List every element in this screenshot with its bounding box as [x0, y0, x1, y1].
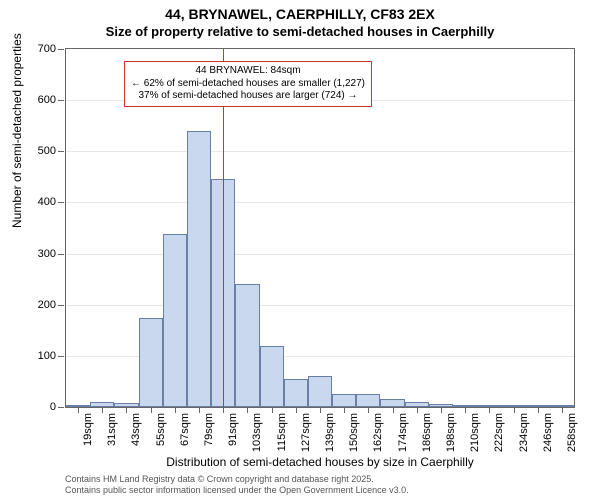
x-tick-label: 115sqm — [276, 413, 288, 451]
x-tick-label: 43sqm — [130, 413, 142, 446]
x-tick-label: 67sqm — [179, 413, 191, 446]
x-tick-label: 127sqm — [300, 413, 312, 452]
footer-attribution: Contains HM Land Registry data © Crown c… — [65, 474, 409, 496]
histogram-bar — [332, 394, 356, 407]
x-tick — [538, 407, 539, 413]
y-tick — [58, 407, 64, 408]
x-tick — [320, 407, 321, 413]
x-tick-label: 91sqm — [227, 413, 239, 446]
x-tick — [247, 407, 248, 413]
footer-line-1: Contains HM Land Registry data © Crown c… — [65, 474, 409, 485]
x-tick-label: 55sqm — [155, 413, 167, 446]
histogram-bar — [284, 379, 308, 407]
y-tick-label: 700 — [38, 43, 56, 55]
x-tick — [393, 407, 394, 413]
x-tick — [126, 407, 127, 413]
x-tick-label: 139sqm — [324, 413, 336, 452]
annotation-line-2: ← 62% of semi-detached houses are smalle… — [131, 78, 365, 91]
x-tick — [175, 407, 176, 413]
plot-area: 010020030040050060070019sqm31sqm43sqm55s… — [65, 48, 575, 408]
histogram-bar — [187, 131, 211, 407]
histogram-bar — [308, 376, 332, 407]
y-tick — [58, 151, 64, 152]
x-tick — [151, 407, 152, 413]
x-tick-label: 79sqm — [203, 413, 215, 446]
x-tick — [417, 407, 418, 413]
histogram-bar — [380, 399, 404, 407]
x-tick-label: 31sqm — [106, 413, 118, 446]
x-tick — [489, 407, 490, 413]
x-tick — [514, 407, 515, 413]
x-tick-label: 186sqm — [421, 413, 433, 452]
x-tick — [344, 407, 345, 413]
y-axis-label: Number of semi-detached properties — [10, 33, 24, 228]
x-tick-label: 222sqm — [493, 413, 505, 452]
y-tick — [58, 305, 64, 306]
annotation-line-1: 44 BRYNAWEL: 84sqm — [131, 65, 365, 78]
y-tick-label: 300 — [38, 248, 56, 260]
x-axis-label: Distribution of semi-detached houses by … — [65, 455, 575, 469]
x-tick — [465, 407, 466, 413]
y-tick — [58, 356, 64, 357]
y-tick-label: 100 — [38, 350, 56, 362]
x-tick — [199, 407, 200, 413]
annotation-line-3: 37% of semi-detached houses are larger (… — [131, 90, 365, 103]
gridline — [66, 151, 574, 152]
y-tick — [58, 202, 64, 203]
x-tick-label: 162sqm — [372, 413, 384, 452]
x-tick — [562, 407, 563, 413]
histogram-bar — [163, 234, 187, 407]
y-tick-label: 500 — [38, 145, 56, 157]
chart-container: 44, BRYNAWEL, CAERPHILLY, CF83 2EX Size … — [0, 0, 600, 500]
y-tick — [58, 100, 64, 101]
y-tick — [58, 49, 64, 50]
histogram-bar — [356, 394, 380, 407]
y-tick-label: 200 — [38, 299, 56, 311]
histogram-bar — [260, 346, 284, 407]
x-tick-label: 198sqm — [445, 413, 457, 452]
x-tick — [272, 407, 273, 413]
x-tick-label: 210sqm — [469, 413, 481, 452]
y-tick-label: 400 — [38, 196, 56, 208]
chart-title-sub: Size of property relative to semi-detach… — [0, 24, 600, 39]
x-tick-label: 258sqm — [566, 413, 578, 452]
y-tick-label: 600 — [38, 94, 56, 106]
histogram-bar — [139, 318, 163, 408]
gridline — [66, 254, 574, 255]
x-tick — [223, 407, 224, 413]
x-tick-label: 234sqm — [518, 413, 530, 452]
x-tick — [296, 407, 297, 413]
x-tick-label: 150sqm — [348, 413, 360, 452]
gridline — [66, 202, 574, 203]
y-tick — [58, 254, 64, 255]
footer-line-2: Contains public sector information licen… — [65, 485, 409, 496]
chart-title-main: 44, BRYNAWEL, CAERPHILLY, CF83 2EX — [0, 6, 600, 22]
x-tick-label: 246sqm — [542, 413, 554, 452]
x-tick — [441, 407, 442, 413]
gridline — [66, 305, 574, 306]
annotation-box: 44 BRYNAWEL: 84sqm ← 62% of semi-detache… — [124, 61, 372, 107]
histogram-bar — [235, 284, 259, 407]
y-tick-label: 0 — [50, 401, 56, 413]
x-tick — [78, 407, 79, 413]
x-tick-label: 103sqm — [251, 413, 263, 452]
x-tick-label: 19sqm — [82, 413, 94, 446]
x-tick — [368, 407, 369, 413]
x-tick — [102, 407, 103, 413]
x-tick-label: 174sqm — [397, 413, 409, 452]
